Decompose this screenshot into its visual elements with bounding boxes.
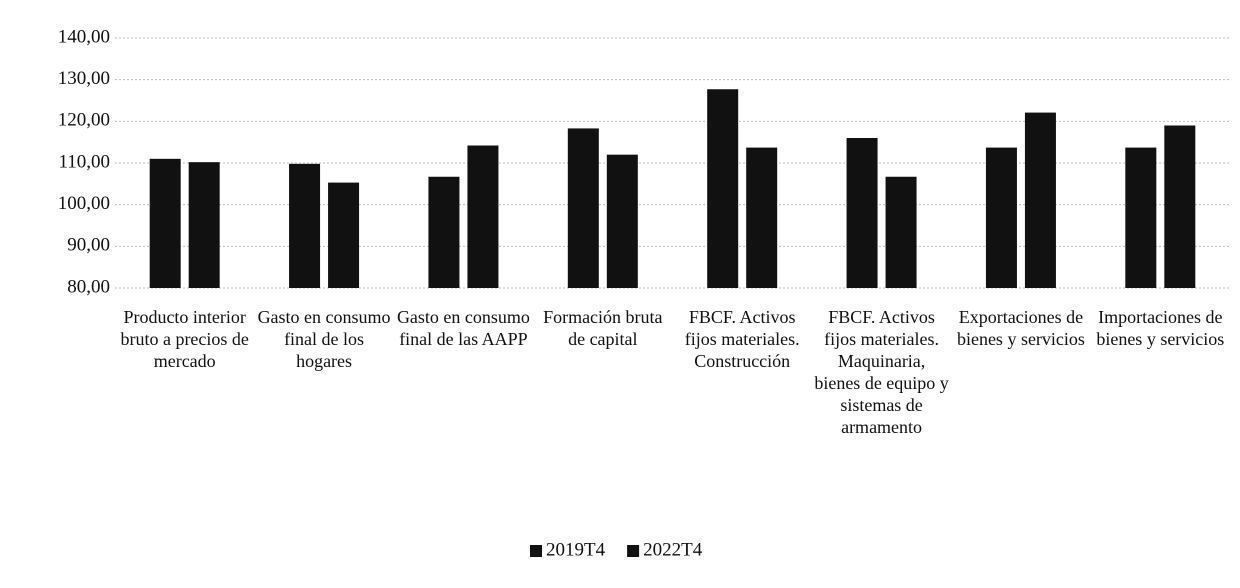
y-tick-label: 130,00: [58, 68, 110, 89]
bar: [1164, 125, 1196, 288]
bar: [1024, 112, 1056, 288]
bar: [885, 176, 917, 288]
bar: [328, 182, 360, 288]
legend-label: 2019T4: [546, 539, 606, 560]
x-tick-label: Gasto en consumo final de los hogares: [257, 307, 391, 371]
bar: [1125, 147, 1157, 288]
x-tick-label: Importaciones de bienes y servicios: [1096, 307, 1225, 349]
bar: [188, 162, 220, 288]
legend-swatch: [627, 545, 640, 557]
x-tick-label: Exportaciones de bienes y servicios: [956, 307, 1085, 349]
bar: [846, 138, 878, 288]
legend-label: 2022T4: [643, 539, 703, 560]
x-tick-label: Formación bruta de capital: [543, 307, 663, 349]
y-tick-label: 140,00: [58, 26, 110, 47]
bar: [467, 145, 499, 288]
bar: [985, 147, 1017, 288]
y-tick-label: 90,00: [67, 235, 110, 256]
x-tick-label: Producto interior bruto a precios de mer…: [120, 307, 249, 371]
bar: [707, 89, 739, 288]
legend-swatch: [530, 545, 542, 557]
y-tick-label: 80,00: [67, 276, 110, 297]
bar: [746, 147, 778, 288]
bar: [606, 154, 638, 288]
x-tick-label: Gasto en consumo final de las AAPP: [396, 307, 530, 349]
bar: [289, 163, 321, 288]
bar: [567, 128, 599, 288]
y-tick-label: 110,00: [58, 151, 110, 172]
bar: [149, 158, 181, 288]
y-tick-label: 120,00: [58, 110, 110, 131]
y-tick-label: 100,00: [58, 193, 110, 214]
bar: [428, 176, 460, 288]
x-tick-label: FBCF. Activos fijos materiales. Maquinar…: [814, 307, 949, 437]
x-tick-label: FBCF. Activos fijos materiales. Construc…: [684, 307, 800, 371]
